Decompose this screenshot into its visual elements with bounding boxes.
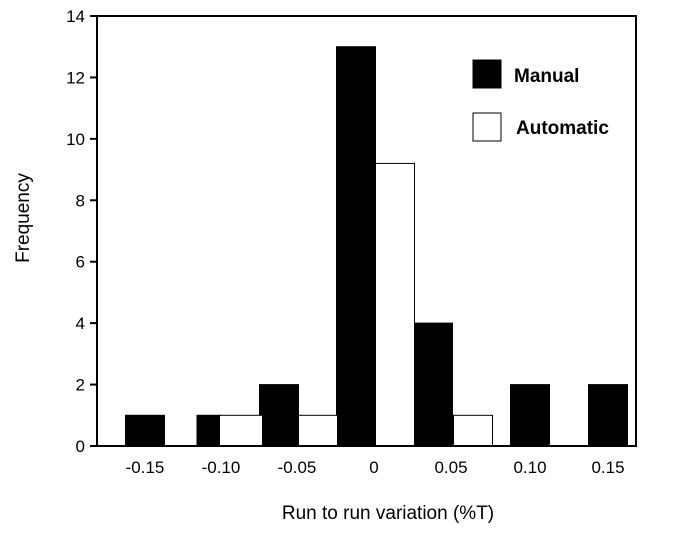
x-tick-label: 0 <box>369 458 378 477</box>
legend-swatch-manual <box>472 59 502 89</box>
legend: Manual Automatic <box>472 59 609 142</box>
y-tick-label: 2 <box>76 376 85 395</box>
bar-manual-0.05 <box>413 322 453 447</box>
x-tick-label: 0.05 <box>434 458 467 477</box>
bar-manual-0 <box>336 46 376 447</box>
y-tick-label: 12 <box>66 68 85 87</box>
y-tick-label: 14 <box>66 7 85 26</box>
x-tick-label: -0.05 <box>278 458 317 477</box>
bar-manual--0.10 <box>196 414 222 447</box>
x-axis: -0.15 -0.10 -0.05 0 0.05 0.10 0.15 <box>126 458 625 477</box>
bars-layer <box>125 46 628 447</box>
y-tick-label: 10 <box>66 130 85 149</box>
plot-frame <box>96 15 637 447</box>
y-tick-label: 0 <box>76 437 85 456</box>
bar-manual-0.10 <box>510 384 550 447</box>
legend-label-manual: Manual <box>514 66 579 87</box>
x-tick-label: 0.15 <box>591 458 624 477</box>
bar-manual--0.15 <box>125 414 165 447</box>
legend-label-automatic: Automatic <box>516 118 609 139</box>
y-axis: 0 2 4 6 8 10 12 14 <box>66 7 97 456</box>
x-tick-label: -0.15 <box>126 458 165 477</box>
bar-manual--0.05 <box>259 384 299 447</box>
legend-swatch-automatic <box>472 112 502 142</box>
y-tick-label: 8 <box>76 191 85 210</box>
y-tick-label: 6 <box>76 253 85 272</box>
y-axis-title: Frequency <box>13 173 34 263</box>
y-tick-label: 4 <box>76 314 85 333</box>
x-tick-label: -0.10 <box>202 458 241 477</box>
bar-automatic-0.05 <box>453 414 493 447</box>
bar-automatic--0.10 <box>219 414 263 447</box>
bar-automatic-0 <box>375 162 415 447</box>
x-axis-title: Run to run variation (%T) <box>282 503 494 524</box>
bar-manual-0.15 <box>588 384 628 447</box>
x-tick-label: 0.10 <box>513 458 546 477</box>
bar-automatic--0.05 <box>298 414 338 447</box>
